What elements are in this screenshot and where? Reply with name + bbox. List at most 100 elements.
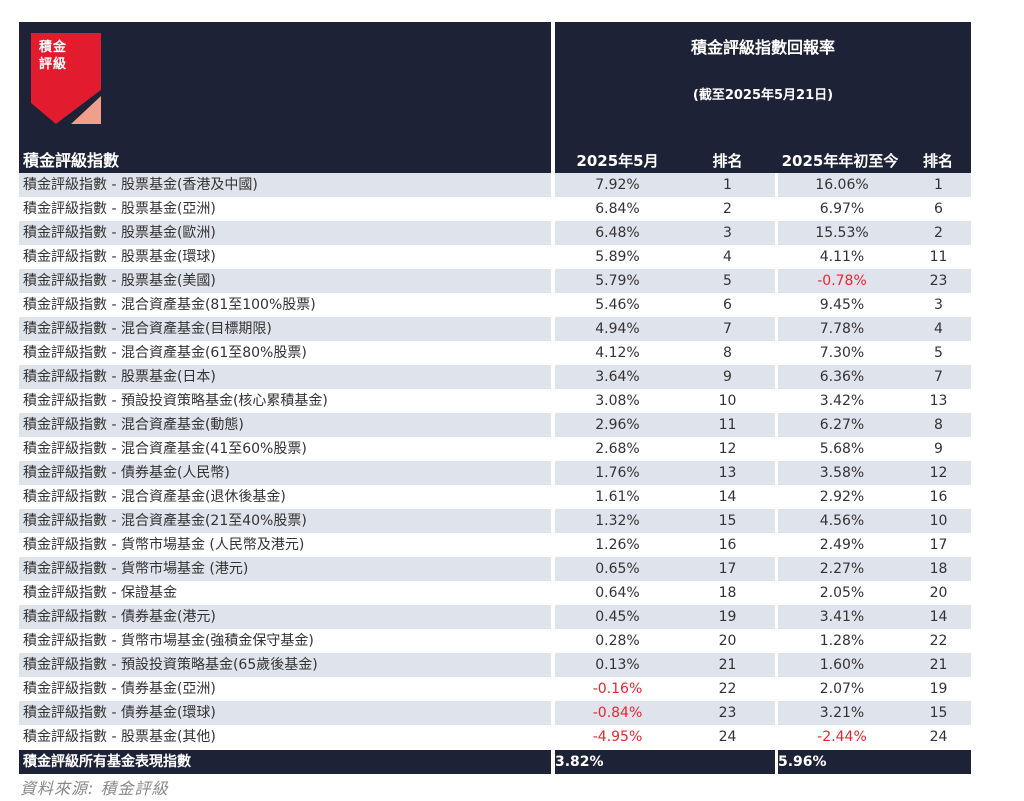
may-rank: 5 bbox=[723, 273, 732, 289]
ytd-rank: 16 bbox=[929, 489, 948, 505]
may-return: 1.76% bbox=[595, 465, 640, 481]
table-row: 積金評級指數 - 混合資產基金(21至40%股票) 1.32% 15 4.56% 10 bbox=[19, 509, 971, 533]
ytd-return: 16.06% bbox=[815, 177, 869, 193]
ytd-return: 6.27% bbox=[819, 417, 865, 433]
ytd-return: 4.56% bbox=[819, 513, 865, 529]
col-header-may-rank: 排名 bbox=[712, 152, 743, 170]
table-row: 積金評級指數 - 混合資產基金(41至60%股票) 2.68% 12 5.68% 9 bbox=[19, 437, 971, 461]
index-name: 積金評級指數 - 債券基金(港元) bbox=[19, 605, 551, 629]
may-return: -0.84% bbox=[592, 705, 643, 721]
may-return: 3.64% bbox=[595, 369, 640, 385]
mpf-index-return-table: 積金 評級 積金評級指數 積金評級指數回報率 (截至2025年5月21日) 20… bbox=[19, 22, 971, 774]
total-may: 3.82% bbox=[555, 754, 604, 770]
ytd-rank: 17 bbox=[929, 537, 948, 553]
index-name: 積金評級指數 - 貨幣市場基金 (港元) bbox=[19, 557, 551, 581]
ytd-rank: 23 bbox=[929, 273, 948, 289]
index-name: 積金評級指數 - 預設投資策略基金(核心累積基金) bbox=[23, 393, 328, 409]
may-rank: 2 bbox=[723, 201, 732, 217]
ytd-return: 6.36% bbox=[819, 369, 865, 385]
may-rank: 18 bbox=[718, 585, 737, 601]
may-return: 4.94% bbox=[595, 321, 640, 337]
may-return: 0.13% bbox=[595, 657, 640, 673]
index-name: 積金評級指數 - 預設投資策略基金(65歲後基金) bbox=[19, 653, 551, 677]
may-return: 1.26% bbox=[595, 537, 640, 553]
may-return: 1.61% bbox=[595, 489, 640, 505]
ytd-return: -0.78% bbox=[817, 273, 867, 289]
index-name: 積金評級指數 - 股票基金(環球) bbox=[23, 249, 216, 265]
may-return: 0.45% bbox=[595, 609, 640, 625]
may-rank: 22 bbox=[718, 681, 737, 697]
index-name: 積金評級指數 - 貨幣市場基金(強積金保守基金) bbox=[23, 633, 314, 649]
ytd-rank: 2 bbox=[934, 225, 943, 241]
index-column-header: 積金評級指數 bbox=[23, 151, 120, 170]
may-rank: 16 bbox=[718, 537, 737, 553]
ytd-return: 5.68% bbox=[819, 441, 865, 457]
table-row: 積金評級指數 - 保證基金 0.64% 18 2.05% 20 bbox=[19, 581, 971, 605]
may-return: 1.32% bbox=[595, 513, 640, 529]
table-row: 積金評級指數 - 股票基金(環球) 5.89% 4 4.11% 11 bbox=[19, 245, 971, 269]
table-row: 積金評級指數 - 預設投資策略基金(65歲後基金) 0.13% 21 1.60% 21 bbox=[19, 653, 971, 677]
may-rank: 4 bbox=[723, 249, 732, 265]
index-name: 積金評級指數 - 債券基金(人民幣) bbox=[19, 461, 551, 485]
may-rank: 7 bbox=[723, 321, 732, 337]
index-name: 積金評級指數 - 保證基金 bbox=[23, 585, 177, 601]
table-row: 積金評級指數 - 貨幣市場基金(強積金保守基金) 0.28% 20 1.28% 22 bbox=[19, 629, 971, 653]
ytd-rank: 20 bbox=[929, 585, 948, 601]
ytd-return: 3.42% bbox=[819, 393, 865, 409]
may-rank: 3 bbox=[723, 225, 732, 241]
header-left-block: 積金 評級 積金評級指數 bbox=[19, 22, 551, 173]
ytd-rank: 4 bbox=[934, 321, 943, 337]
ytd-return: 7.30% bbox=[819, 345, 865, 361]
may-rank: 10 bbox=[718, 393, 737, 409]
table-row: 積金評級指數 - 股票基金(歐洲) 6.48% 3 15.53% 2 bbox=[19, 221, 971, 245]
ytd-rank: 21 bbox=[929, 657, 948, 673]
table-row: 積金評級指數 - 混合資產基金(退休後基金) 1.61% 14 2.92% 16 bbox=[19, 485, 971, 509]
may-return: 3.08% bbox=[595, 393, 640, 409]
table-row: 積金評級指數 - 債券基金(港元) 0.45% 19 3.41% 14 bbox=[19, 605, 971, 629]
index-name: 積金評級指數 - 債券基金(亞洲) bbox=[23, 681, 216, 697]
ytd-rank: 11 bbox=[929, 249, 948, 265]
table-row: 積金評級指數 - 股票基金(日本) 3.64% 9 6.36% 7 bbox=[19, 365, 971, 389]
ytd-return: 15.53% bbox=[815, 225, 869, 241]
may-return: 2.96% bbox=[595, 417, 640, 433]
table-row: 積金評級指數 - 股票基金(美國) 5.79% 5 -0.78% 23 bbox=[19, 269, 971, 293]
index-name: 積金評級指數 - 股票基金(歐洲) bbox=[19, 221, 551, 245]
may-return: 6.84% bbox=[595, 201, 640, 217]
may-return: 5.79% bbox=[595, 273, 640, 289]
ytd-rank: 13 bbox=[929, 393, 948, 409]
ytd-return: 7.78% bbox=[819, 321, 865, 337]
may-return: 0.64% bbox=[595, 585, 640, 601]
index-name: 積金評級指數 - 混合資產基金(動態) bbox=[19, 413, 551, 437]
ytd-rank: 7 bbox=[934, 369, 943, 385]
index-name: 積金評級指數 - 股票基金(日本) bbox=[19, 365, 551, 389]
mpf-ratings-logo-icon bbox=[31, 33, 101, 124]
table-row: 積金評級指數 - 貨幣市場基金 (人民幣及港元) 1.26% 16 2.49% 17 bbox=[19, 533, 971, 557]
may-rank: 13 bbox=[718, 465, 737, 481]
index-name: 積金評級指數 - 股票基金(亞洲) bbox=[23, 201, 216, 217]
table-row: 積金評級指數 - 股票基金(亞洲) 6.84% 2 6.97% 6 bbox=[19, 197, 971, 221]
ytd-rank: 14 bbox=[929, 609, 948, 625]
may-rank: 21 bbox=[718, 657, 737, 673]
ytd-rank: 19 bbox=[929, 681, 948, 697]
may-return: 2.68% bbox=[595, 441, 640, 457]
index-name: 積金評級指數 - 債券基金(環球) bbox=[19, 701, 551, 725]
table-row: 積金評級指數 - 混合資產基金(61至80%股票) 4.12% 8 7.30% 5 bbox=[19, 341, 971, 365]
may-rank: 14 bbox=[718, 489, 737, 505]
ytd-rank: 1 bbox=[934, 177, 943, 193]
ytd-rank: 8 bbox=[934, 417, 943, 433]
may-return: 6.48% bbox=[595, 225, 640, 241]
table-row: 積金評級指數 - 股票基金(香港及中國) 7.92% 1 16.06% 1 bbox=[19, 173, 971, 197]
may-rank: 6 bbox=[723, 297, 732, 313]
may-return: 4.12% bbox=[595, 345, 640, 361]
index-name: 積金評級指數 - 貨幣市場基金 (人民幣及港元) bbox=[23, 537, 305, 553]
table-row: 積金評級指數 - 混合資產基金(動態) 2.96% 11 6.27% 8 bbox=[19, 413, 971, 437]
col-header-ytd-rank: 排名 bbox=[922, 152, 953, 170]
col-header-may: 2025年5月 bbox=[576, 152, 659, 170]
ytd-rank: 10 bbox=[929, 513, 948, 529]
index-name: 積金評級指數 - 股票基金(美國) bbox=[19, 269, 551, 293]
may-rank: 19 bbox=[718, 609, 737, 625]
table-row: 積金評級指數 - 債券基金(亞洲) -0.16% 22 2.07% 19 bbox=[19, 677, 971, 701]
index-name: 積金評級指數 - 混合資產基金(退休後基金) bbox=[23, 489, 286, 505]
ytd-return: 2.27% bbox=[819, 561, 865, 577]
returns-date-subtitle: (截至2025年5月21日) bbox=[692, 88, 834, 103]
